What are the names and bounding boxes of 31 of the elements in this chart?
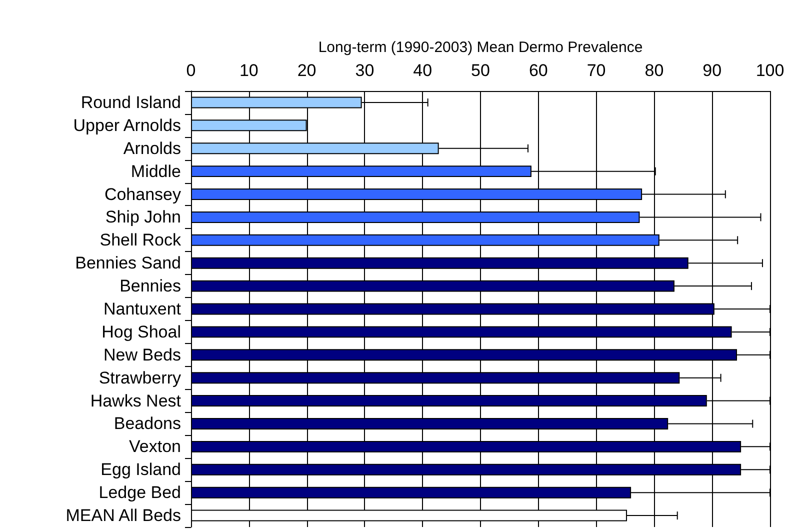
y-tick-label: Upper Arnolds bbox=[73, 116, 181, 135]
y-tick-label: Ship John bbox=[105, 208, 181, 227]
y-tick-label: Beadons bbox=[114, 414, 181, 434]
x-tick-label: 20 bbox=[297, 61, 316, 80]
y-tick-label: MEAN All Beds bbox=[66, 506, 181, 526]
y-tick-label: Cohansey bbox=[104, 184, 182, 204]
y-tick-label: Bennies Sand bbox=[75, 254, 181, 273]
y-tick-label: Shell Rock bbox=[100, 230, 182, 250]
x-tick-label: 60 bbox=[528, 61, 548, 80]
y-tick-label: Hawks Nest bbox=[90, 391, 182, 410]
y-tick-label: Nantuxent bbox=[104, 300, 182, 318]
x-tick-label: 50 bbox=[471, 61, 490, 80]
y-tick-label: Arnolds bbox=[123, 138, 181, 158]
y-tick-label: New Beds bbox=[104, 345, 181, 364]
x-tick-label: 0 bbox=[186, 61, 196, 80]
x-tick-label: 80 bbox=[644, 61, 664, 80]
x-tick-label: 10 bbox=[239, 61, 258, 80]
x-tick-label: 90 bbox=[702, 61, 722, 80]
y-tick-label: Bennies bbox=[120, 276, 181, 296]
y-tick-label: Strawberry bbox=[98, 368, 182, 388]
y-tick-label: Vexton bbox=[129, 437, 181, 456]
y-tick-label: Round Island bbox=[80, 92, 181, 112]
x-axis-title: Long-term (1990-2003) Mean Dermo Prevalence bbox=[318, 39, 643, 56]
x-tick-label: 70 bbox=[586, 61, 606, 80]
y-tick-label: Middle bbox=[130, 162, 181, 181]
x-tick-label: 30 bbox=[355, 61, 374, 80]
y-tick-label: Hog Shoal bbox=[102, 322, 181, 342]
x-tick-label: 40 bbox=[413, 61, 432, 80]
y-tick-label: Egg Island bbox=[100, 460, 181, 480]
y-tick-label: Ledge Bed bbox=[98, 483, 181, 502]
x-tick-label: 100 bbox=[756, 61, 784, 80]
